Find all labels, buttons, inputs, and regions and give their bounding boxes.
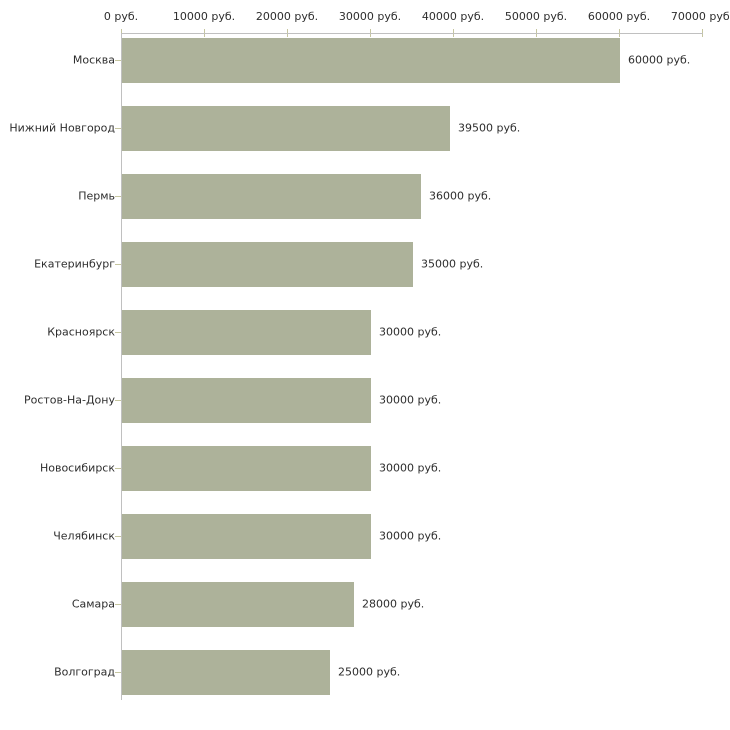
value-label: 30000 руб. xyxy=(379,529,442,543)
category-tick-mark xyxy=(115,604,121,605)
value-label: 36000 руб. xyxy=(429,189,492,203)
x-tick-label: 10000 руб. xyxy=(172,10,236,23)
category-tick-mark xyxy=(115,128,121,129)
category-label: Волгоград xyxy=(54,665,115,679)
x-tick-label: 40000 руб. xyxy=(421,10,485,23)
value-label: 30000 руб. xyxy=(379,325,442,339)
category-label: Самара xyxy=(71,597,115,611)
x-tick-label: 20000 руб. xyxy=(255,10,319,23)
category-tick-mark xyxy=(115,400,121,401)
y-axis-line xyxy=(121,33,122,700)
category-tick-mark xyxy=(115,536,121,537)
bar xyxy=(122,513,371,559)
category-label: Новосибирск xyxy=(39,461,115,475)
x-tick-label: 0 руб. xyxy=(103,10,139,23)
bar xyxy=(122,309,371,355)
bar xyxy=(122,105,450,151)
value-label: 25000 руб. xyxy=(338,665,401,679)
category-label: Ростов-На-Дону xyxy=(23,393,115,407)
bar xyxy=(122,37,620,83)
x-axis-line xyxy=(121,33,703,34)
category-tick-mark xyxy=(115,672,121,673)
category-tick-mark xyxy=(115,60,121,61)
category-label: Пермь xyxy=(78,189,115,203)
x-tick-label: 50000 руб. xyxy=(504,10,568,23)
bar xyxy=(122,173,421,219)
x-tick-label: 70000 руб. xyxy=(670,10,730,23)
category-tick-mark xyxy=(115,468,121,469)
category-tick-mark xyxy=(115,264,121,265)
value-label: 30000 руб. xyxy=(379,461,442,475)
value-label: 35000 руб. xyxy=(421,257,484,271)
x-tick-label: 60000 руб. xyxy=(587,10,651,23)
category-label: Челябинск xyxy=(53,529,115,543)
category-label: Екатеринбург xyxy=(34,257,115,271)
value-label: 28000 руб. xyxy=(362,597,425,611)
category-tick-mark xyxy=(115,196,121,197)
value-label: 30000 руб. xyxy=(379,393,442,407)
bar xyxy=(122,581,354,627)
value-label: 39500 руб. xyxy=(458,121,521,135)
category-label: Москва xyxy=(72,53,115,67)
category-tick-mark xyxy=(115,332,121,333)
category-label: Красноярск xyxy=(47,325,115,339)
bar xyxy=(122,241,413,287)
value-label: 60000 руб. xyxy=(628,53,691,67)
bar xyxy=(122,649,330,695)
bar xyxy=(122,377,371,423)
x-tick-label: 30000 руб. xyxy=(338,10,402,23)
bar xyxy=(122,445,371,491)
category-label: Нижний Новгород xyxy=(9,121,115,135)
